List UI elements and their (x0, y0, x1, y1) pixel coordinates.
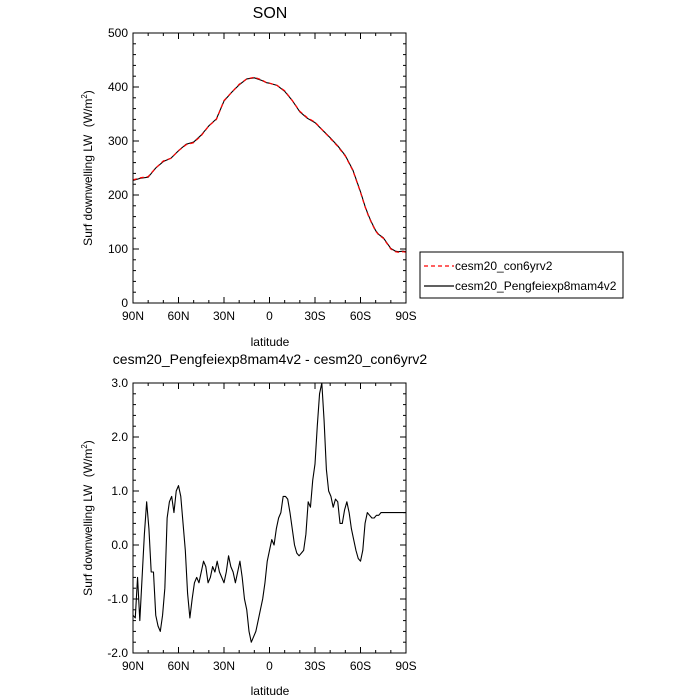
top-chart-xtick-label: 90N (122, 309, 144, 323)
top-chart-xtick-label: 60N (167, 309, 189, 323)
top-chart-ytick-label: 100 (108, 242, 128, 256)
top-chart-ylabel-units: (W/m (81, 99, 95, 128)
bottom-chart-xtick-label: 90S (395, 659, 416, 673)
bottom-chart-ytick-label: 1.0 (111, 484, 128, 498)
bottom-chart-ylabel-units-close: ) (81, 440, 95, 444)
top-chart-ytick-label: 0 (121, 296, 128, 310)
legend-label-series-2: cesm20_Pengfeiexp8mam4v2 (455, 279, 617, 293)
bottom-chart-ylabel: Surf downwelling LW (W/m2) (80, 440, 95, 596)
bottom-chart-xtick-label: 60N (167, 659, 189, 673)
top-chart-ylabel-units-close: ) (81, 90, 95, 94)
top-chart-xtick-label: 30S (304, 309, 325, 323)
top-chart-ylabel-units-sup: 2 (80, 94, 89, 99)
bottom-chart-xtick-label: 30S (304, 659, 325, 673)
bottom-chart-frame (132, 382, 407, 654)
bottom-chart-ylabel-text: Surf downwelling LW (81, 484, 95, 596)
bottom-chart-ytick-label: 0.0 (111, 538, 128, 552)
legend-label-series-1: cesm20_con6yrv2 (455, 259, 553, 273)
top-chart-ytick-label: 400 (108, 80, 128, 94)
bottom-chart-xtick-label: 0 (266, 659, 273, 673)
legend-box (419, 251, 624, 299)
top-chart-frame (132, 32, 407, 304)
bottom-chart-xtick-label: 90N (122, 659, 144, 673)
top-chart-xtick-label: 30N (213, 309, 235, 323)
top-chart-ytick-label: 300 (108, 134, 128, 148)
bottom-chart-xlabel: latitude (251, 684, 290, 698)
bottom-chart-ylabel-units: (W/m (81, 449, 95, 478)
top-chart-series-line-1 (132, 76, 407, 253)
top-chart-ytick-label: 200 (108, 188, 128, 202)
bottom-chart-ytick-label: -2.0 (107, 646, 128, 660)
top-chart-series-line-2 (132, 77, 407, 253)
top-chart-ytick-label: 500 (108, 26, 128, 40)
bottom-chart-xtick-label: 60S (350, 659, 371, 673)
top-chart-xtick-label: 0 (266, 309, 273, 323)
top-chart-title: SON (253, 5, 288, 22)
bottom-chart-ytick-label: -1.0 (107, 592, 128, 606)
top-chart: SON 90N 60N 30N 0 30S 60S 90S0100200300400500 … (80, 5, 624, 349)
legend: cesm20_con6yrv2 cesm20_Pengfeiexp8mam4v2 (419, 251, 624, 299)
bottom-chart-ytick-label: 2.0 (111, 430, 128, 444)
bottom-chart-ytick-label: 3.0 (111, 376, 128, 390)
bottom-chart-series-line-1 (132, 382, 406, 643)
bottom-chart-ylabel-units-sup: 2 (80, 444, 89, 449)
bottom-chart-xtick-label: 30N (213, 659, 235, 673)
bottom-chart: cesm20_Pengfeiexp8mam4v2 - cesm20_con6yr… (80, 351, 427, 698)
top-chart-xtick-label: 60S (350, 309, 371, 323)
top-chart-ylabel-text: Surf downwelling LW (81, 134, 95, 246)
top-chart-ylabel: Surf downwelling LW (W/m2) (80, 90, 95, 246)
bottom-chart-title: cesm20_Pengfeiexp8mam4v2 - cesm20_con6yr… (113, 351, 428, 367)
top-chart-xtick-label: 90S (395, 309, 416, 323)
top-chart-xlabel: latitude (251, 335, 290, 349)
